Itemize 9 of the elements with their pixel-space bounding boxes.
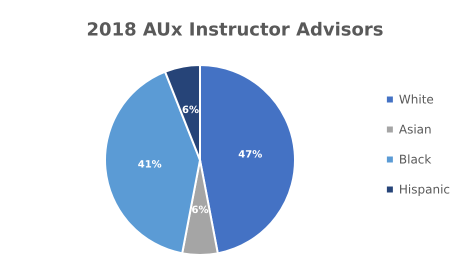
data-label: 41% bbox=[138, 159, 162, 170]
legend-label: Black bbox=[398, 152, 432, 166]
chart-title: 2018 AUx Instructor Advisors bbox=[86, 20, 384, 40]
legend-label: Hispanic bbox=[398, 182, 450, 196]
data-label: 6% bbox=[182, 104, 200, 116]
legend-label: Asian bbox=[398, 122, 432, 136]
legend-label: White bbox=[398, 92, 434, 106]
data-label: 6% bbox=[192, 205, 208, 216]
data-label: 47% bbox=[238, 150, 262, 161]
